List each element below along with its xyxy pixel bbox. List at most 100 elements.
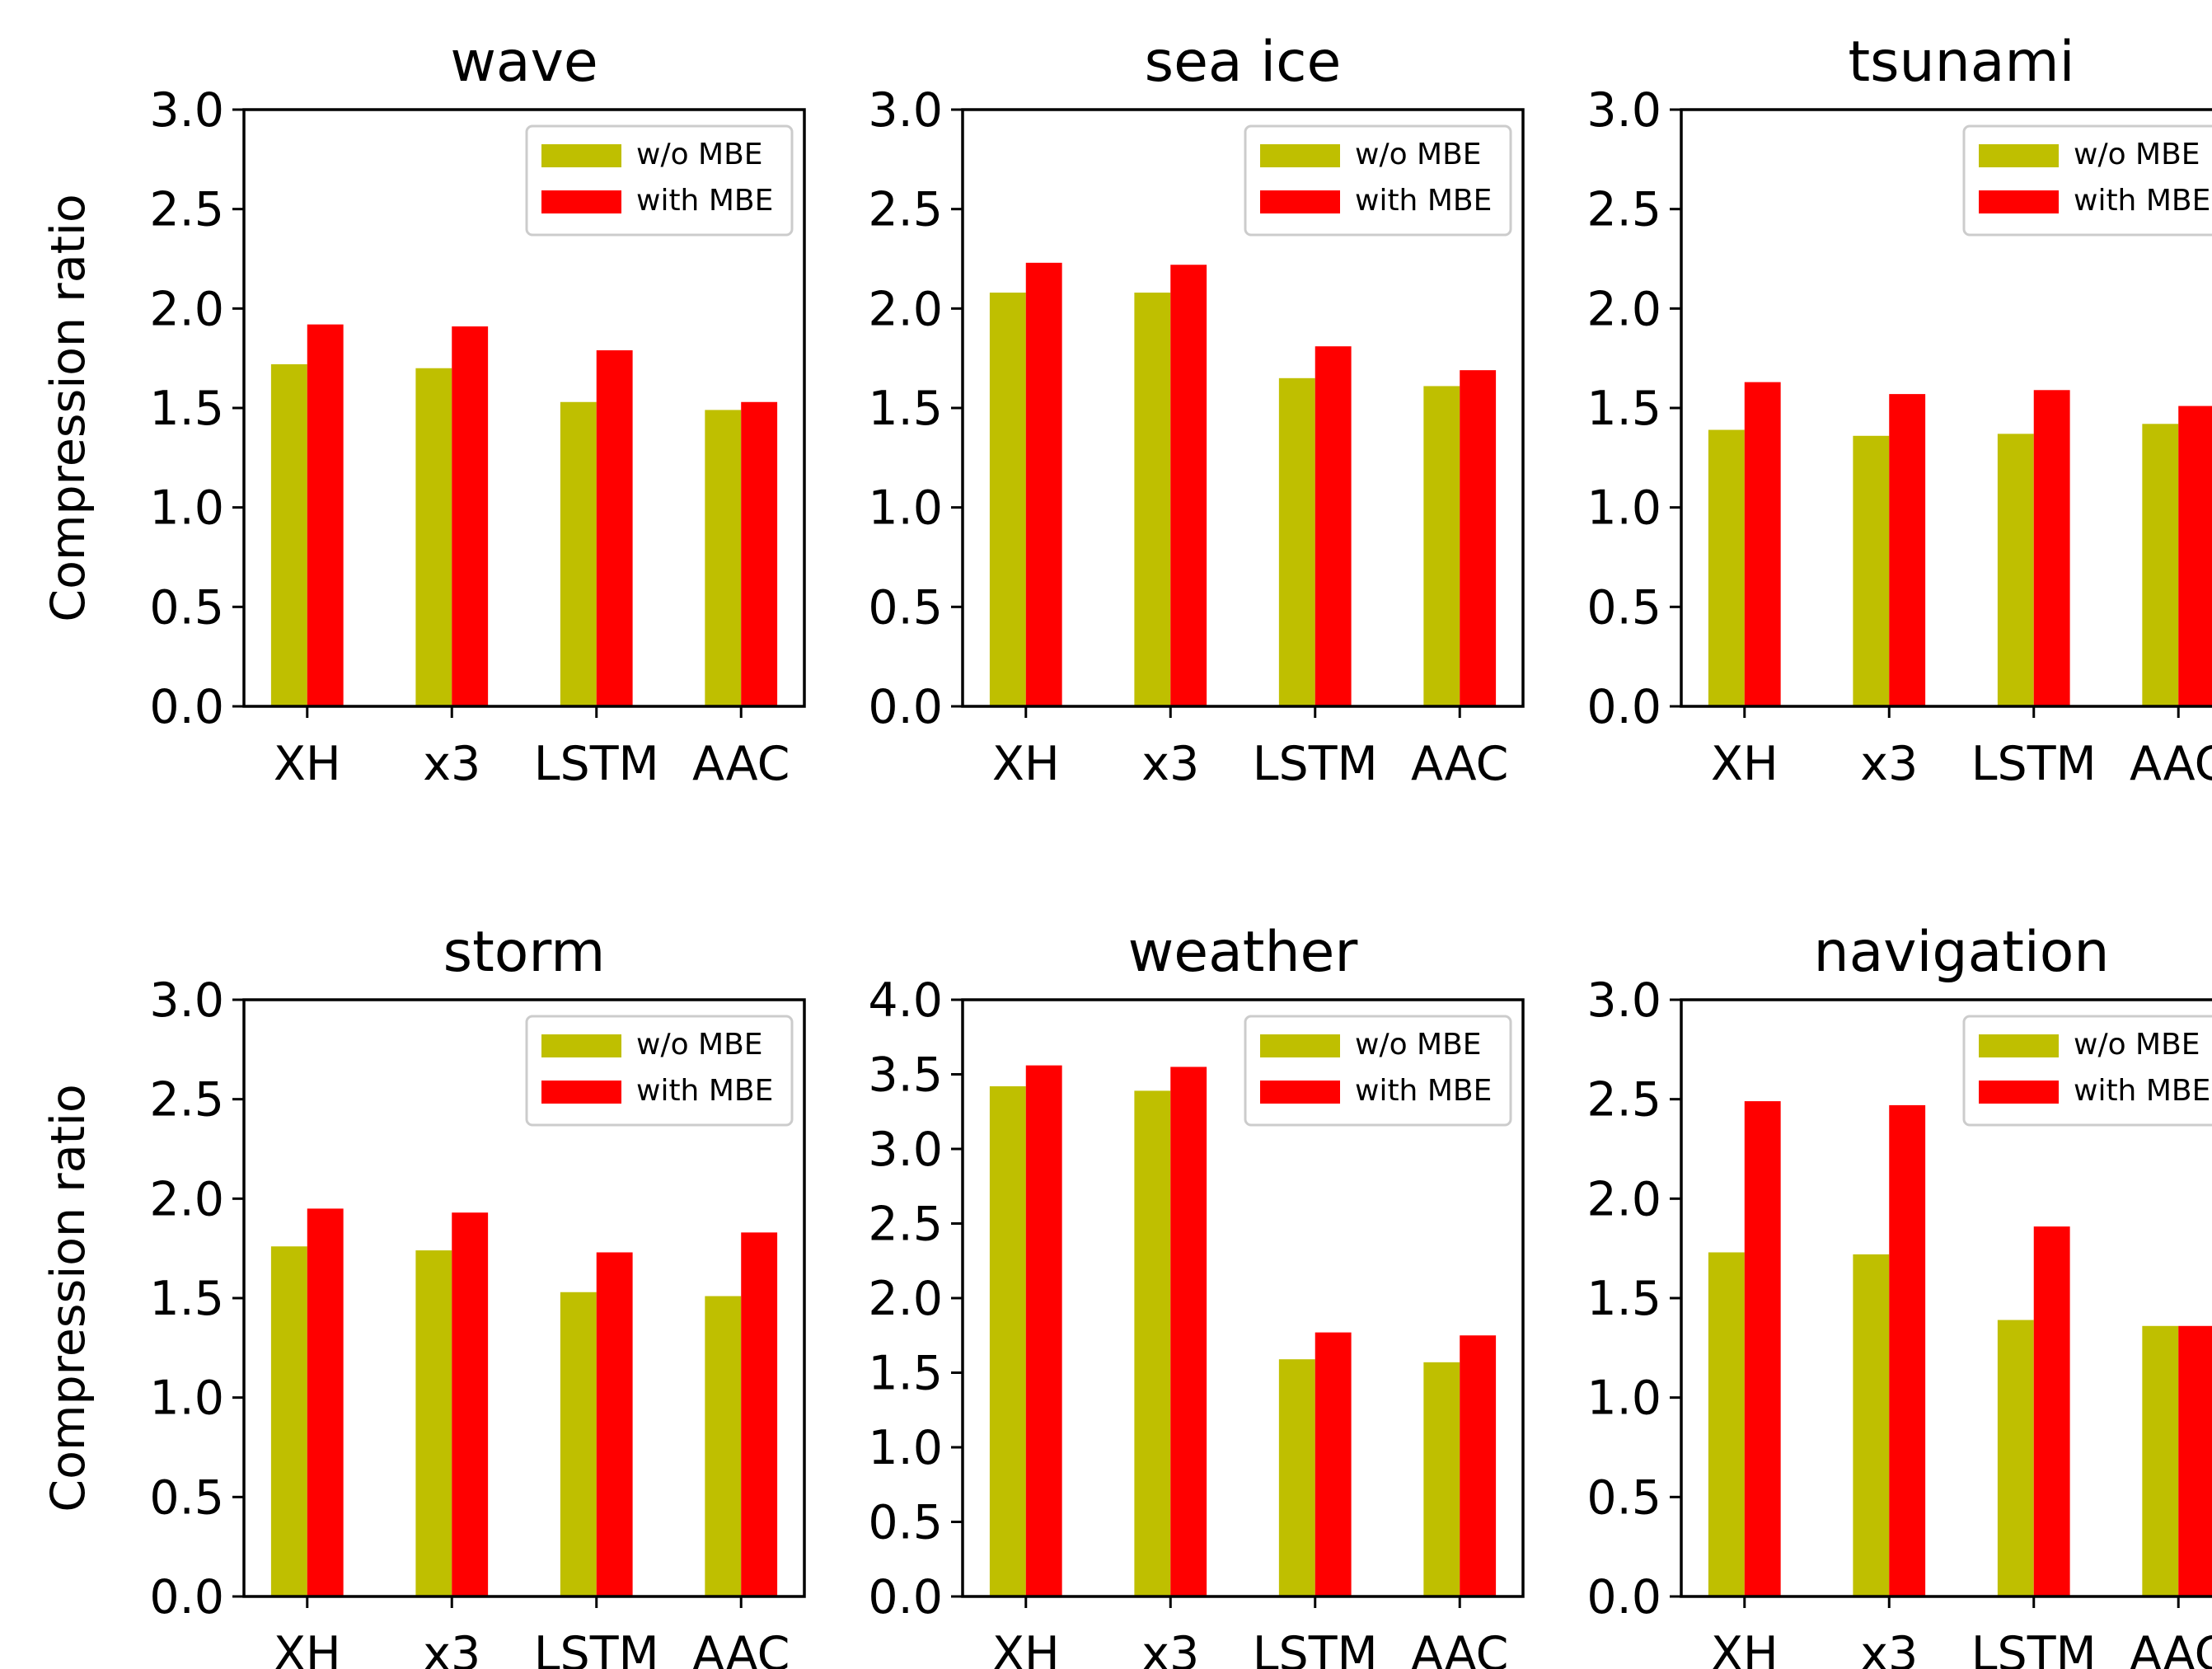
legend: w/o MBE with MBE — [1962, 1015, 2212, 1127]
x-tick-label: AAC — [692, 1627, 790, 1669]
legend-label: w/o MBE — [2074, 1028, 2200, 1062]
y-tick-label: 0.5 — [1586, 1470, 1661, 1525]
axes-frame — [961, 108, 1525, 708]
x-tick-label: AAC — [692, 737, 790, 791]
legend-swatch-w-o-mbe — [1979, 1034, 2059, 1057]
x-tick-label: x3 — [423, 1627, 480, 1669]
bar-w-o-mbe-xh — [270, 1246, 307, 1596]
subplot-title: sea ice — [1145, 30, 1342, 95]
y-tick-label: 3.0 — [149, 83, 224, 138]
x-tick-label: AAC — [2130, 1627, 2212, 1669]
y-tick-label: 0.0 — [868, 1570, 943, 1624]
subplot-title: storm — [443, 920, 606, 985]
bar-w-o-mbe-x3 — [1134, 1090, 1171, 1596]
y-tick-label: 1.0 — [868, 1421, 943, 1475]
bar-with-mbe-xh — [1025, 1065, 1062, 1596]
y-tick-label: 2.0 — [868, 1272, 943, 1326]
bar-with-mbe-x3 — [1170, 265, 1207, 706]
y-tick-label: 0.0 — [868, 680, 943, 734]
legend-label: with MBE — [636, 184, 773, 218]
bar-w-o-mbe-aac — [705, 410, 742, 706]
legend-label: w/o MBE — [636, 138, 763, 171]
y-tick-label: 2.5 — [868, 1198, 943, 1252]
bar-with-mbe-lstm — [2033, 390, 2070, 706]
y-tick-label: 2.5 — [1586, 1073, 1661, 1128]
bar-with-mbe-aac — [741, 401, 778, 706]
bar-w-o-mbe-lstm — [560, 401, 597, 706]
bar-w-o-mbe-xh — [1708, 429, 1745, 706]
y-tick-label: 0.0 — [149, 1570, 224, 1624]
subplot-navigation: navigation 0.0 0.5 1.0 1.5 2.0 2.5 3.0 XH x3 LSTM A… — [1586, 920, 2212, 1669]
y-tick-label: 1.5 — [868, 382, 943, 436]
y-tick-label: 3.5 — [868, 1048, 943, 1103]
legend-label: w/o MBE — [1355, 138, 1482, 171]
y-tick-label: 3.0 — [149, 973, 224, 1028]
legend: w/o MBE with MBE — [1962, 124, 2212, 237]
bar-w-o-mbe-lstm — [560, 1292, 597, 1596]
y-tick-label: 3.0 — [1586, 973, 1661, 1028]
axes-frame — [242, 998, 806, 1598]
bar-with-mbe-lstm — [1315, 346, 1352, 706]
bar-with-mbe-aac — [2178, 1325, 2212, 1596]
bar-with-mbe-aac — [1460, 1335, 1497, 1596]
y-tick-label: 0.5 — [868, 1496, 943, 1550]
bar-with-mbe-lstm — [1315, 1332, 1352, 1596]
y-tick-label: 2.5 — [149, 183, 224, 237]
bar-with-mbe-xh — [1744, 1101, 1781, 1596]
bar-w-o-mbe-x3 — [415, 368, 452, 706]
axes-frame — [961, 998, 1525, 1598]
bar-w-o-mbe-lstm — [1278, 377, 1315, 706]
axes-frame — [1680, 108, 2212, 708]
y-tick-label: 0.0 — [149, 680, 224, 734]
y-tick-label: 4.0 — [868, 973, 943, 1028]
legend-swatch-with-mbe — [541, 1081, 621, 1104]
y-tick-label: 0.5 — [868, 580, 943, 635]
x-tick-label: XH — [274, 737, 341, 791]
legend-label: w/o MBE — [1355, 1028, 1482, 1062]
y-tick-label: 2.0 — [149, 1172, 224, 1226]
bar-w-o-mbe-xh — [270, 363, 307, 706]
bar-with-mbe-lstm — [2033, 1226, 2070, 1596]
y-tick-label: 0.5 — [1586, 580, 1661, 635]
y-axis-label: Compression ratio — [41, 1084, 96, 1512]
y-tick-label: 1.0 — [1586, 481, 1661, 536]
y-tick-label: 0.5 — [149, 580, 224, 635]
bar-w-o-mbe-x3 — [1134, 293, 1171, 706]
legend-swatch-w-o-mbe — [541, 1034, 621, 1057]
x-tick-label: XH — [992, 737, 1060, 791]
legend-label: with MBE — [1355, 184, 1492, 218]
legend-label: w/o MBE — [636, 1028, 763, 1062]
bar-with-mbe-x3 — [452, 1212, 489, 1596]
axes-frame — [242, 108, 806, 708]
legend: w/o MBE with MBE — [1244, 1015, 1512, 1127]
y-tick-label: 2.0 — [868, 282, 943, 336]
y-tick-label: 2.5 — [1586, 183, 1661, 237]
axes-frame — [1680, 998, 2212, 1598]
y-tick-label: 0.5 — [149, 1470, 224, 1525]
bar-with-mbe-aac — [1460, 370, 1497, 706]
x-tick-label: AAC — [1411, 1627, 1508, 1669]
y-tick-label: 1.0 — [868, 481, 943, 536]
bar-with-mbe-aac — [741, 1232, 778, 1596]
y-tick-label: 3.0 — [868, 1123, 943, 1177]
legend-swatch-with-mbe — [1260, 1081, 1340, 1104]
y-tick-label: 1.5 — [149, 382, 224, 436]
x-tick-label: XH — [274, 1627, 341, 1669]
bar-w-o-mbe-xh — [1708, 1252, 1745, 1596]
subplot-title: weather — [1128, 920, 1358, 985]
legend-label: with MBE — [636, 1074, 773, 1108]
bar-with-mbe-xh — [1744, 382, 1781, 706]
y-tick-label: 2.0 — [1586, 1172, 1661, 1226]
legend-swatch-with-mbe — [1979, 1081, 2059, 1104]
subplot-weather: weather 0.0 0.5 1.0 1.5 2.0 2.5 3.0 3.5 4.0 XH x3 LS… — [868, 920, 1525, 1669]
y-tick-label: 2.0 — [149, 282, 224, 336]
y-tick-label: 1.5 — [1586, 1272, 1661, 1326]
bar-w-o-mbe-lstm — [1997, 434, 2034, 706]
bar-w-o-mbe-aac — [2142, 1325, 2179, 1596]
y-tick-label: 0.0 — [1586, 680, 1661, 734]
y-tick-label: 3.0 — [868, 83, 943, 138]
x-tick-label: XH — [992, 1627, 1060, 1669]
y-tick-label: 1.0 — [149, 1371, 224, 1426]
y-tick-label: 1.0 — [1586, 1371, 1661, 1426]
x-tick-label: x3 — [1141, 1627, 1199, 1669]
